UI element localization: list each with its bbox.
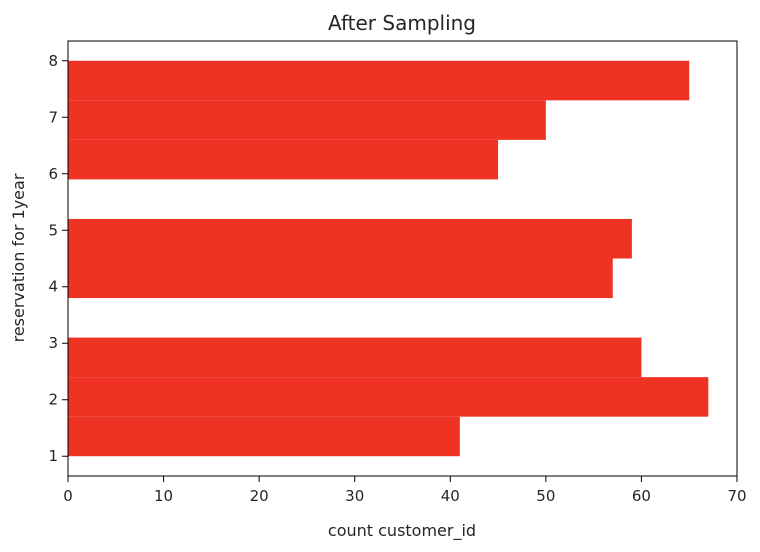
x-tick-label: 20 [250, 487, 269, 505]
x-tick-label: 70 [727, 487, 746, 505]
histogram-bar-3 [68, 337, 642, 378]
histogram-bar-2 [68, 377, 709, 417]
y-tick-label: 4 [48, 278, 58, 296]
x-tick-label: 50 [536, 487, 555, 505]
y-tick-label: 1 [48, 447, 58, 465]
plot-frame [67, 40, 738, 477]
y-tick-label: 7 [48, 108, 58, 126]
histogram-bar-4 [68, 258, 613, 299]
histogram-bar-7 [68, 100, 546, 140]
y-tick-label: 5 [48, 221, 58, 239]
x-axis-title: count customer_id [328, 521, 476, 541]
y-tick-label: 6 [48, 165, 58, 183]
x-tick-label: 40 [441, 487, 460, 505]
chart-title: After Sampling [328, 11, 476, 35]
y-tick-label: 3 [48, 334, 58, 352]
histogram-bar-1 [68, 416, 460, 457]
x-tick-label: 10 [154, 487, 173, 505]
y-tick-label: 2 [48, 391, 58, 409]
x-tick-label: 30 [345, 487, 364, 505]
histogram-bar-5 [68, 218, 632, 259]
y-tick-label: 8 [48, 52, 58, 70]
y-axis-title: reservation for 1year [9, 173, 28, 342]
x-tick-label: 0 [63, 487, 73, 505]
histogram-bar-6 [68, 139, 499, 180]
histogram-bar-8 [68, 60, 690, 101]
x-tick-label: 60 [632, 487, 651, 505]
